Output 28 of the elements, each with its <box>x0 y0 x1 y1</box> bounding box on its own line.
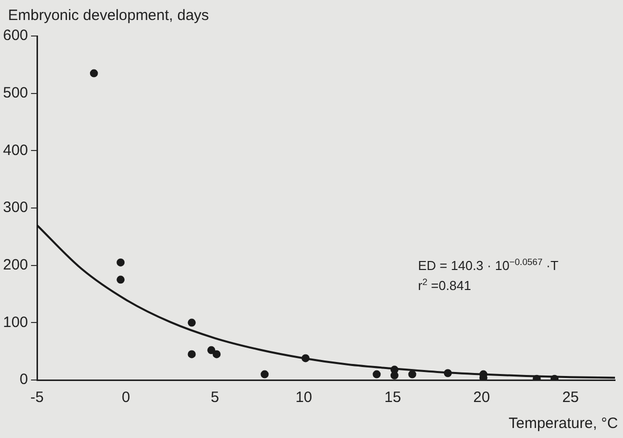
point <box>302 354 310 362</box>
y-tick-label: 200 <box>2 256 28 274</box>
point <box>444 369 452 378</box>
point <box>90 69 98 78</box>
y-tick-label: 300 <box>2 199 28 216</box>
x-tick-label: 0 <box>122 389 130 406</box>
x-tick-label: 20 <box>473 389 490 406</box>
point <box>408 370 416 378</box>
y-tick-label: 500 <box>2 84 28 102</box>
point <box>260 370 269 378</box>
point <box>207 346 216 354</box>
y-tick-label: 400 <box>2 142 28 159</box>
y-tick-label: 0 <box>20 371 28 388</box>
point <box>212 350 221 358</box>
y-axis-title: Embryonic development, days <box>8 7 209 24</box>
y-tick-label: 100 <box>2 314 28 331</box>
x-axis-title: Temperature, °C <box>508 415 618 432</box>
x-tick-label: 10 <box>295 389 312 406</box>
x-tick-label: 5 <box>210 389 220 406</box>
point <box>116 276 125 284</box>
x-tick-label: 15 <box>384 389 402 406</box>
point <box>188 350 196 358</box>
point <box>116 258 125 266</box>
y-tick-label: 600 <box>2 27 28 44</box>
x-tick-label: 25 <box>562 389 579 406</box>
x-tick-label: -5 <box>30 389 44 406</box>
point <box>372 370 381 378</box>
point <box>188 318 196 327</box>
